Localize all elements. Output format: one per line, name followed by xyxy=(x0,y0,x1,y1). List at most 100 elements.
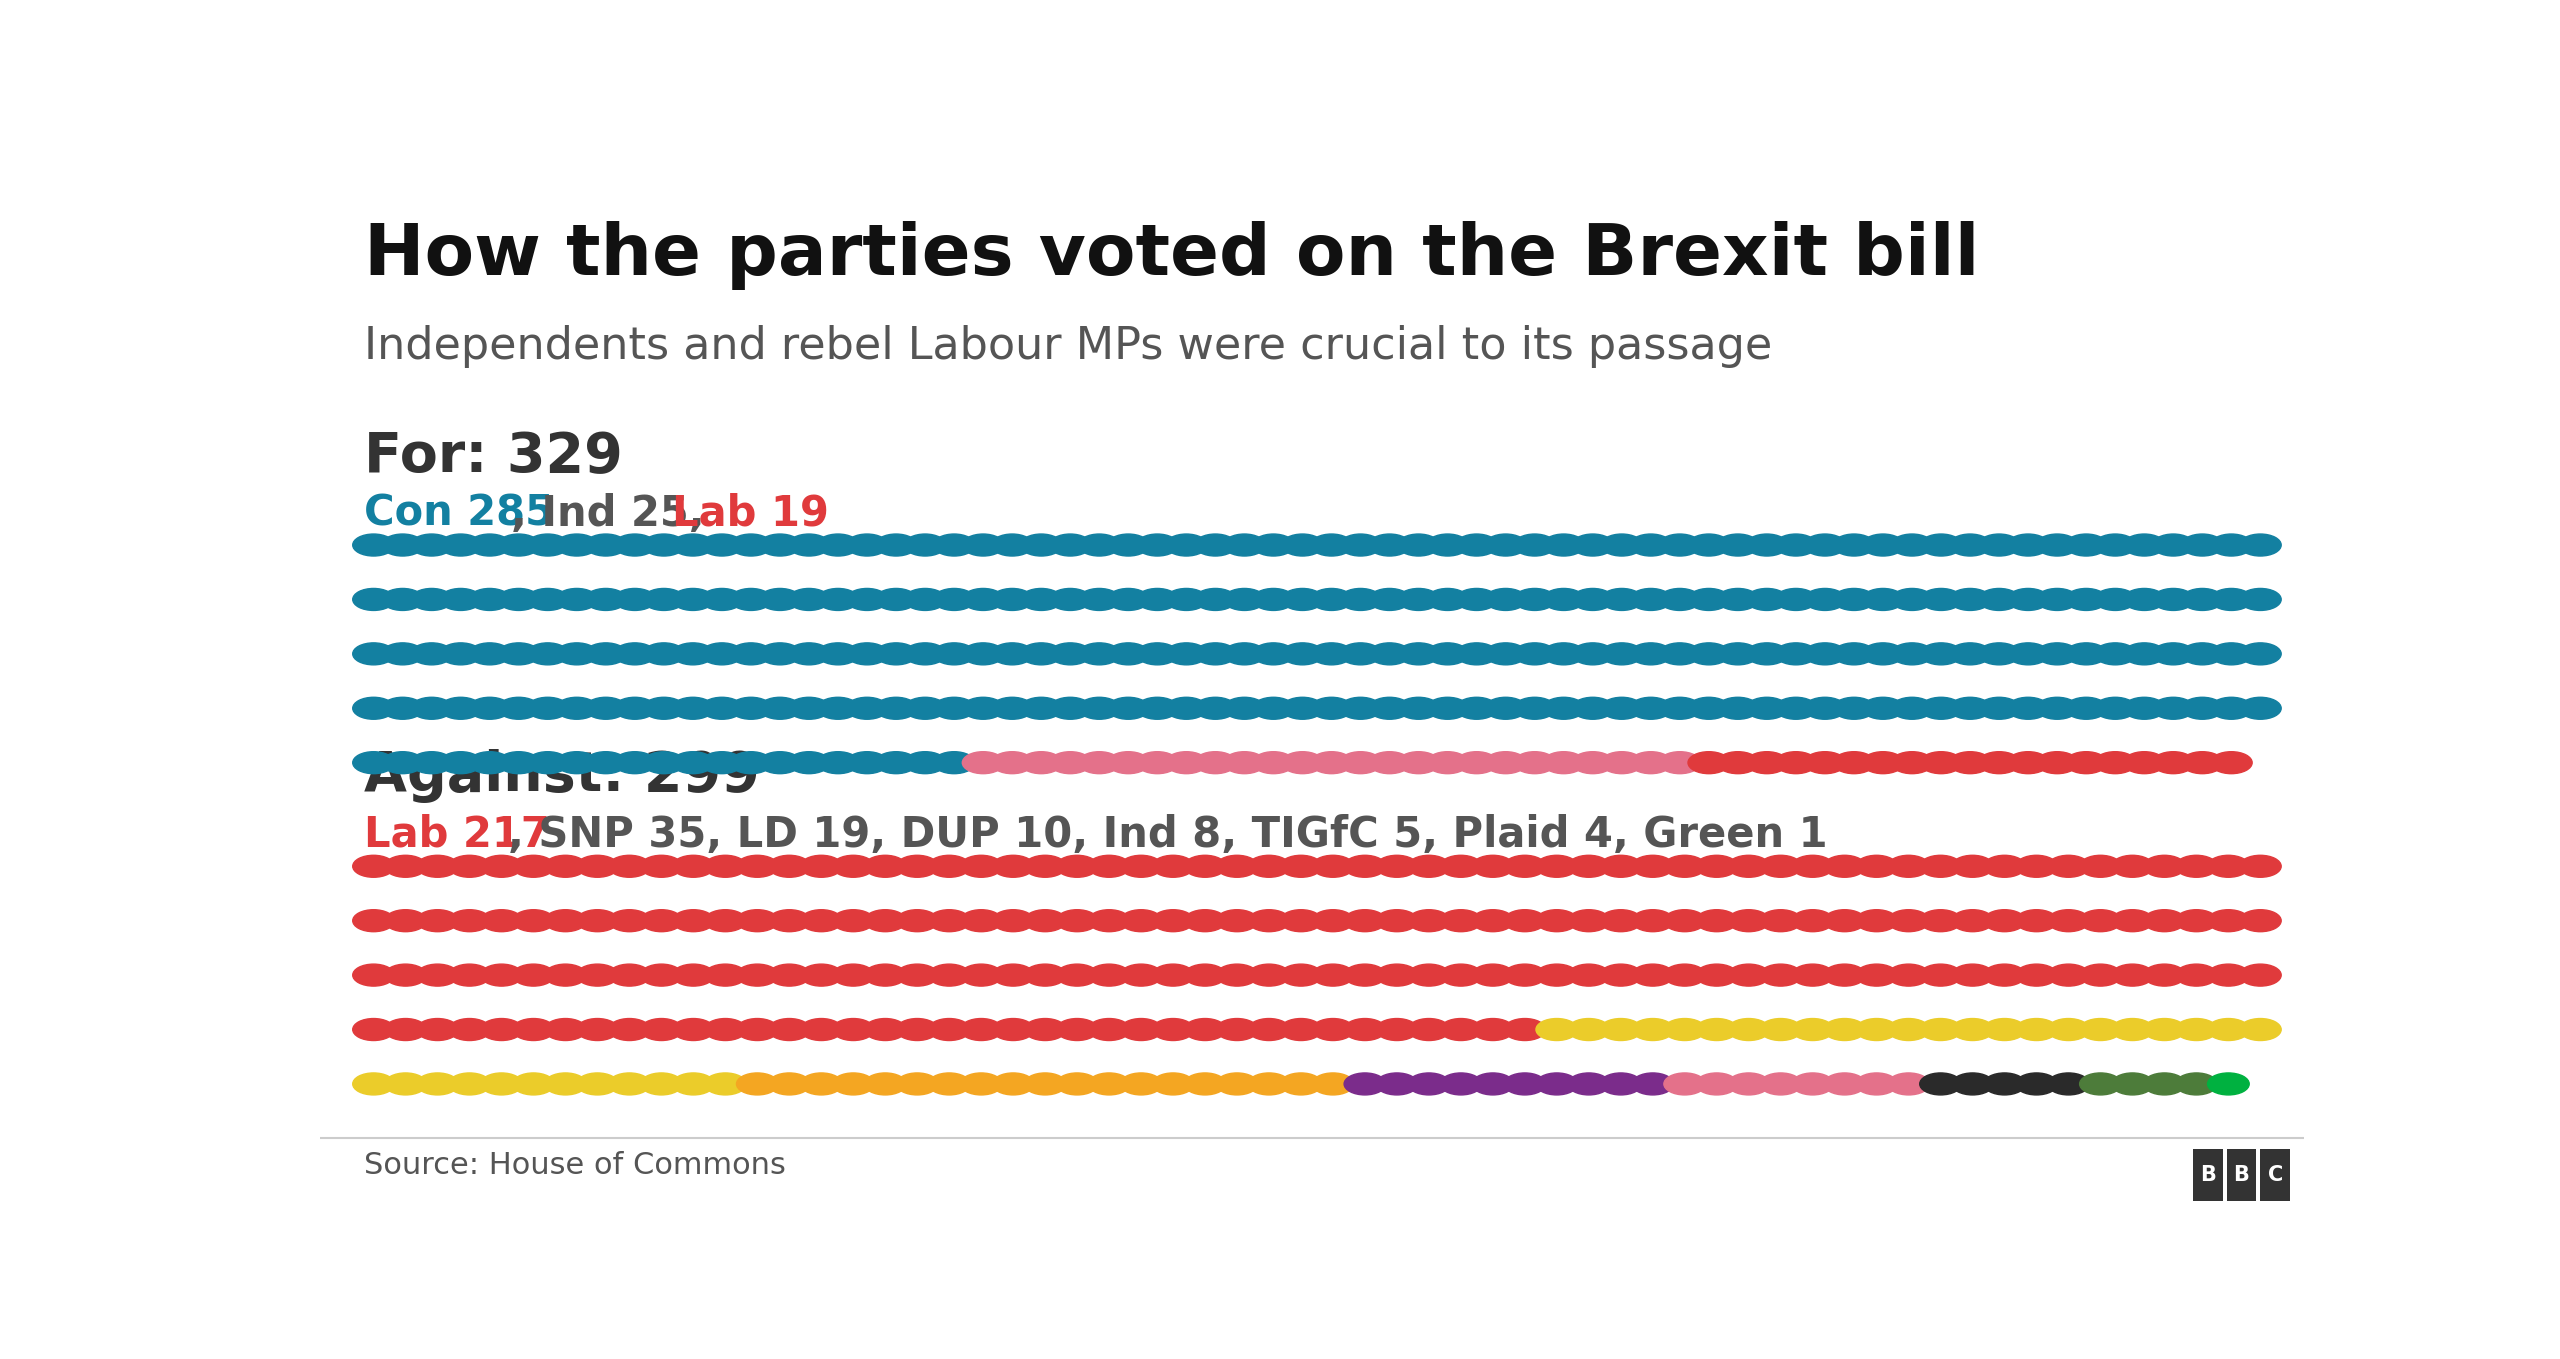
Circle shape xyxy=(1311,697,1352,719)
Circle shape xyxy=(1152,1074,1193,1095)
Circle shape xyxy=(381,697,422,719)
Circle shape xyxy=(1792,1018,1833,1041)
Circle shape xyxy=(1088,1018,1129,1041)
Circle shape xyxy=(768,1018,809,1041)
Circle shape xyxy=(384,1074,428,1095)
Circle shape xyxy=(1165,534,1208,556)
Circle shape xyxy=(1050,643,1091,665)
Circle shape xyxy=(2112,1018,2153,1041)
Circle shape xyxy=(1313,964,1354,987)
Circle shape xyxy=(1572,643,1613,665)
Circle shape xyxy=(904,643,947,665)
Circle shape xyxy=(1426,752,1469,773)
Circle shape xyxy=(1823,964,1866,987)
Circle shape xyxy=(614,588,655,610)
Circle shape xyxy=(1024,855,1065,878)
Circle shape xyxy=(1165,643,1208,665)
Circle shape xyxy=(1472,855,1513,878)
Circle shape xyxy=(2207,964,2250,987)
Circle shape xyxy=(1472,1074,1513,1095)
Circle shape xyxy=(1280,855,1321,878)
Circle shape xyxy=(640,964,681,987)
Circle shape xyxy=(1746,697,1787,719)
Circle shape xyxy=(584,697,627,719)
Circle shape xyxy=(1567,1018,1610,1041)
Circle shape xyxy=(2094,697,2135,719)
Circle shape xyxy=(963,752,1004,773)
Circle shape xyxy=(1536,1074,1577,1095)
Circle shape xyxy=(1746,534,1787,556)
Circle shape xyxy=(1457,534,1498,556)
Circle shape xyxy=(847,588,888,610)
Circle shape xyxy=(417,964,458,987)
Circle shape xyxy=(991,752,1034,773)
Circle shape xyxy=(556,534,596,556)
Circle shape xyxy=(1441,855,1482,878)
Circle shape xyxy=(2035,697,2079,719)
Circle shape xyxy=(1567,909,1610,932)
Circle shape xyxy=(1600,643,1644,665)
Circle shape xyxy=(760,697,801,719)
Circle shape xyxy=(584,643,627,665)
Circle shape xyxy=(673,964,714,987)
Circle shape xyxy=(1948,643,1992,665)
Circle shape xyxy=(410,588,453,610)
Circle shape xyxy=(1728,909,1769,932)
Circle shape xyxy=(448,855,492,878)
Circle shape xyxy=(1313,1018,1354,1041)
Circle shape xyxy=(353,1018,394,1041)
Circle shape xyxy=(993,909,1034,932)
Circle shape xyxy=(1108,697,1149,719)
Circle shape xyxy=(817,643,858,665)
Circle shape xyxy=(1313,909,1354,932)
Circle shape xyxy=(2143,855,2186,878)
Circle shape xyxy=(1057,964,1098,987)
Circle shape xyxy=(1951,1018,1994,1041)
Circle shape xyxy=(2015,1018,2058,1041)
Circle shape xyxy=(1503,855,1546,878)
Circle shape xyxy=(2240,909,2281,932)
Circle shape xyxy=(673,643,714,665)
Circle shape xyxy=(1252,752,1295,773)
Circle shape xyxy=(1631,909,1674,932)
Circle shape xyxy=(1979,752,2020,773)
Circle shape xyxy=(1165,588,1208,610)
Circle shape xyxy=(1687,534,1731,556)
Circle shape xyxy=(1252,588,1295,610)
Circle shape xyxy=(1249,855,1290,878)
Circle shape xyxy=(1759,964,1802,987)
Circle shape xyxy=(1344,1018,1385,1041)
Circle shape xyxy=(643,697,684,719)
Circle shape xyxy=(1805,534,1846,556)
Circle shape xyxy=(1920,1074,1961,1095)
Circle shape xyxy=(934,643,975,665)
Circle shape xyxy=(1887,1018,1930,1041)
Circle shape xyxy=(673,1074,714,1095)
Circle shape xyxy=(1631,643,1672,665)
Circle shape xyxy=(545,909,586,932)
Circle shape xyxy=(1600,909,1641,932)
Circle shape xyxy=(1892,752,1933,773)
Circle shape xyxy=(1503,909,1546,932)
FancyBboxPatch shape xyxy=(2194,1148,2222,1201)
Circle shape xyxy=(2079,1074,2122,1095)
Circle shape xyxy=(876,752,916,773)
Circle shape xyxy=(2209,697,2253,719)
Text: How the parties voted on the Brexit bill: How the parties voted on the Brexit bill xyxy=(364,220,1979,289)
Circle shape xyxy=(1485,534,1526,556)
Circle shape xyxy=(1216,855,1257,878)
Circle shape xyxy=(934,534,975,556)
Circle shape xyxy=(1398,534,1439,556)
Circle shape xyxy=(1536,964,1577,987)
Circle shape xyxy=(1544,534,1585,556)
Circle shape xyxy=(960,909,1001,932)
Circle shape xyxy=(673,697,714,719)
Circle shape xyxy=(609,1074,650,1095)
FancyBboxPatch shape xyxy=(2260,1148,2291,1201)
Circle shape xyxy=(904,534,947,556)
Circle shape xyxy=(730,588,771,610)
Circle shape xyxy=(1823,1074,1866,1095)
Text: B: B xyxy=(2199,1165,2217,1185)
Circle shape xyxy=(2240,643,2281,665)
Circle shape xyxy=(1216,909,1257,932)
